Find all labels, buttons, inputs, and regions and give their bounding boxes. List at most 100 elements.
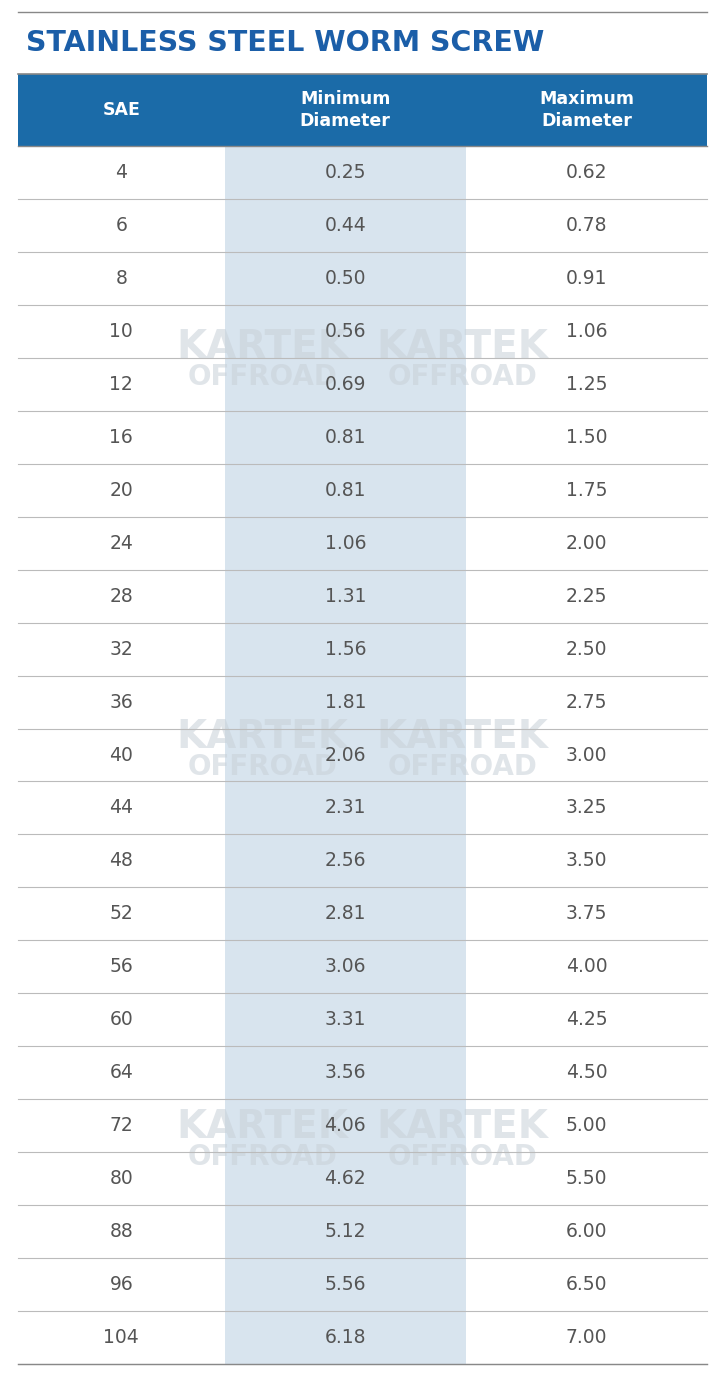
Bar — [18, 570, 707, 622]
Bar — [18, 12, 707, 74]
Text: KARTEK: KARTEK — [177, 718, 349, 755]
Bar — [225, 1046, 466, 1099]
Text: 5.00: 5.00 — [566, 1116, 607, 1135]
Text: KARTEK: KARTEK — [376, 329, 548, 366]
Text: 0.81: 0.81 — [325, 428, 366, 447]
Text: 5.12: 5.12 — [325, 1222, 366, 1241]
Bar — [18, 728, 707, 782]
Text: 2.81: 2.81 — [325, 904, 366, 923]
Bar — [225, 358, 466, 411]
Text: 104: 104 — [104, 1328, 139, 1347]
Bar — [18, 888, 707, 940]
Text: KARTEK: KARTEK — [376, 1108, 548, 1146]
Text: 6.00: 6.00 — [566, 1222, 607, 1241]
Text: 1.56: 1.56 — [325, 640, 366, 659]
Bar — [18, 146, 707, 200]
Text: 40: 40 — [109, 746, 133, 765]
Text: KARTEK: KARTEK — [376, 718, 548, 755]
Text: 2.00: 2.00 — [566, 534, 607, 553]
Text: 1.75: 1.75 — [566, 480, 607, 499]
Text: 5.50: 5.50 — [566, 1170, 607, 1187]
Bar — [225, 834, 466, 888]
Bar — [225, 1205, 466, 1258]
Text: 1.25: 1.25 — [566, 374, 607, 394]
Text: 0.81: 0.81 — [325, 480, 366, 499]
Text: 4.25: 4.25 — [566, 1010, 608, 1029]
Text: OFFROAD: OFFROAD — [388, 1142, 537, 1171]
Text: Minimum
Diameter: Minimum Diameter — [300, 89, 391, 131]
Text: 4.50: 4.50 — [566, 1064, 608, 1083]
Text: 0.44: 0.44 — [324, 216, 366, 235]
Text: 60: 60 — [109, 1010, 133, 1029]
Bar — [225, 993, 466, 1046]
Bar — [18, 1258, 707, 1311]
Bar — [225, 782, 466, 834]
Bar — [18, 517, 707, 570]
Bar — [18, 411, 707, 464]
Text: 56: 56 — [109, 958, 133, 977]
Text: 32: 32 — [109, 640, 133, 659]
Text: 4.00: 4.00 — [566, 958, 608, 977]
Bar — [18, 252, 707, 305]
Text: 1.06: 1.06 — [325, 534, 366, 553]
Text: 4: 4 — [115, 162, 128, 182]
Text: 44: 44 — [109, 798, 133, 817]
Text: 3.50: 3.50 — [566, 852, 607, 871]
Text: 0.91: 0.91 — [566, 268, 607, 288]
Bar — [18, 993, 707, 1046]
Text: 7.00: 7.00 — [566, 1328, 607, 1347]
Text: 28: 28 — [109, 586, 133, 605]
Bar — [18, 1152, 707, 1205]
Bar — [18, 1046, 707, 1099]
Bar — [18, 358, 707, 411]
Text: 1.31: 1.31 — [325, 586, 366, 605]
Bar — [225, 676, 466, 728]
Bar — [18, 1205, 707, 1258]
Bar — [225, 517, 466, 570]
Text: 36: 36 — [109, 692, 133, 711]
Text: 12: 12 — [109, 374, 133, 394]
Text: 80: 80 — [109, 1170, 133, 1187]
Text: 72: 72 — [109, 1116, 133, 1135]
Bar — [18, 1311, 707, 1364]
Text: 1.81: 1.81 — [325, 692, 366, 711]
Text: 6.18: 6.18 — [325, 1328, 366, 1347]
Bar — [225, 622, 466, 676]
Text: 20: 20 — [109, 480, 133, 499]
Text: 3.25: 3.25 — [566, 798, 607, 817]
Text: 52: 52 — [109, 904, 133, 923]
Bar — [225, 146, 466, 200]
Text: 2.06: 2.06 — [325, 746, 366, 765]
Text: 24: 24 — [109, 534, 133, 553]
Text: 5.56: 5.56 — [325, 1276, 366, 1293]
Text: 0.69: 0.69 — [325, 374, 366, 394]
Text: 96: 96 — [109, 1276, 133, 1293]
Bar — [18, 1099, 707, 1152]
Bar — [18, 74, 707, 146]
Text: 3.31: 3.31 — [325, 1010, 366, 1029]
Bar — [225, 570, 466, 622]
Text: 0.56: 0.56 — [325, 322, 366, 341]
Bar — [225, 940, 466, 993]
Bar — [225, 464, 466, 517]
Text: 64: 64 — [109, 1064, 133, 1083]
Text: 1.06: 1.06 — [566, 322, 607, 341]
Text: 6.50: 6.50 — [566, 1276, 607, 1293]
Text: OFFROAD: OFFROAD — [388, 753, 537, 782]
Text: 2.75: 2.75 — [566, 692, 607, 711]
Bar — [225, 1152, 466, 1205]
Text: 4.06: 4.06 — [325, 1116, 366, 1135]
Text: KARTEK: KARTEK — [177, 1108, 349, 1146]
Bar — [225, 728, 466, 782]
Text: 0.25: 0.25 — [325, 162, 366, 182]
Text: 1.50: 1.50 — [566, 428, 607, 447]
Bar — [18, 305, 707, 358]
Text: 88: 88 — [109, 1222, 133, 1241]
Text: 0.50: 0.50 — [325, 268, 366, 288]
Text: Maximum
Diameter: Maximum Diameter — [539, 89, 634, 131]
Text: 48: 48 — [109, 852, 133, 871]
Bar — [225, 1099, 466, 1152]
Text: 6: 6 — [115, 216, 128, 235]
Text: 2.56: 2.56 — [325, 852, 366, 871]
Text: OFFROAD: OFFROAD — [188, 1142, 337, 1171]
